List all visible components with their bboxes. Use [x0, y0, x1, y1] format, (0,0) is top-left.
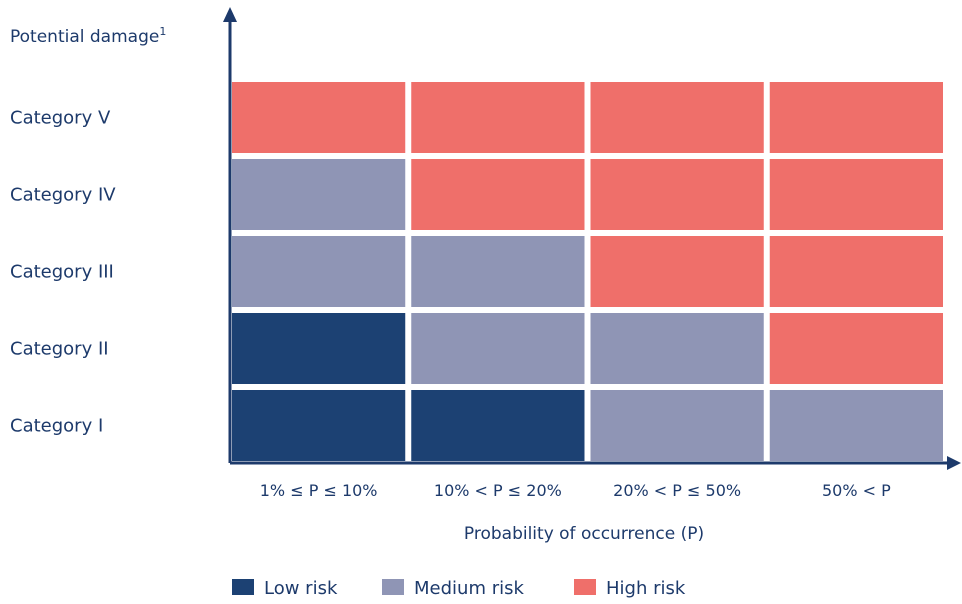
cell-r2-c4: [769, 313, 943, 384]
cell-r4-c3: [590, 159, 764, 230]
x-axis-arrow: [947, 456, 961, 470]
cell-r5-c2: [411, 82, 585, 153]
cell-r4-c1: [232, 159, 406, 230]
y-axis-title: Potential damage1: [10, 25, 166, 47]
x-tick-label-1: 1% ≤ P ≤ 10%: [260, 481, 378, 500]
cell-r2-c1: [232, 313, 406, 384]
y-axis-title-text: Potential damage: [10, 27, 159, 47]
cell-r5-c4: [769, 82, 943, 153]
x-tick-label-3: 20% < P ≤ 50%: [613, 481, 741, 500]
legend-item-2: Medium risk: [382, 578, 524, 599]
y-tick-label-3: Category III: [10, 262, 114, 283]
y-tick-label-1: Category I: [10, 416, 103, 437]
cell-r3-c3: [590, 236, 764, 307]
x-tick-label-2: 10% < P ≤ 20%: [434, 481, 562, 500]
cell-r4-c2: [411, 159, 585, 230]
legend-item-1: Low risk: [232, 578, 338, 599]
cell-r1-c3: [590, 390, 764, 461]
legend-swatch-2: [382, 579, 404, 595]
legend-label-3: High risk: [606, 578, 686, 599]
cell-r5-c1: [232, 82, 406, 153]
legend: Low risk Medium risk High risk: [232, 578, 686, 599]
x-tick-label-4: 50% < P: [822, 481, 891, 500]
cell-r1-c1: [232, 390, 406, 461]
cell-r3-c1: [232, 236, 406, 307]
y-tick-label-4: Category IV: [10, 185, 116, 206]
y-tick-label-5: Category V: [10, 108, 111, 129]
cell-r2-c2: [411, 313, 585, 384]
cell-r3-c4: [769, 236, 943, 307]
cell-r1-c4: [769, 390, 943, 461]
cells-layer: [232, 82, 943, 461]
x-axis-title: Probability of occurrence (P): [464, 524, 704, 544]
cell-r2-c3: [590, 313, 764, 384]
y-tick-labels: Category I Category II Category III Categor…: [10, 108, 116, 437]
x-tick-labels: 1% ≤ P ≤ 10% 10% < P ≤ 20% 20% < P ≤ 50% 50…: [260, 481, 891, 500]
legend-label-1: Low risk: [264, 578, 338, 599]
cell-r3-c2: [411, 236, 585, 307]
legend-item-3: High risk: [574, 578, 686, 599]
y-tick-label-2: Category II: [10, 339, 109, 360]
cell-r4-c4: [769, 159, 943, 230]
y-axis-title-superscript: 1: [159, 25, 166, 38]
cell-r1-c2: [411, 390, 585, 461]
legend-label-2: Medium risk: [414, 578, 524, 599]
legend-swatch-3: [574, 579, 596, 595]
legend-swatch-1: [232, 579, 254, 595]
cell-r5-c3: [590, 82, 764, 153]
y-axis-arrow: [223, 7, 237, 22]
axes-layer: [223, 7, 961, 470]
